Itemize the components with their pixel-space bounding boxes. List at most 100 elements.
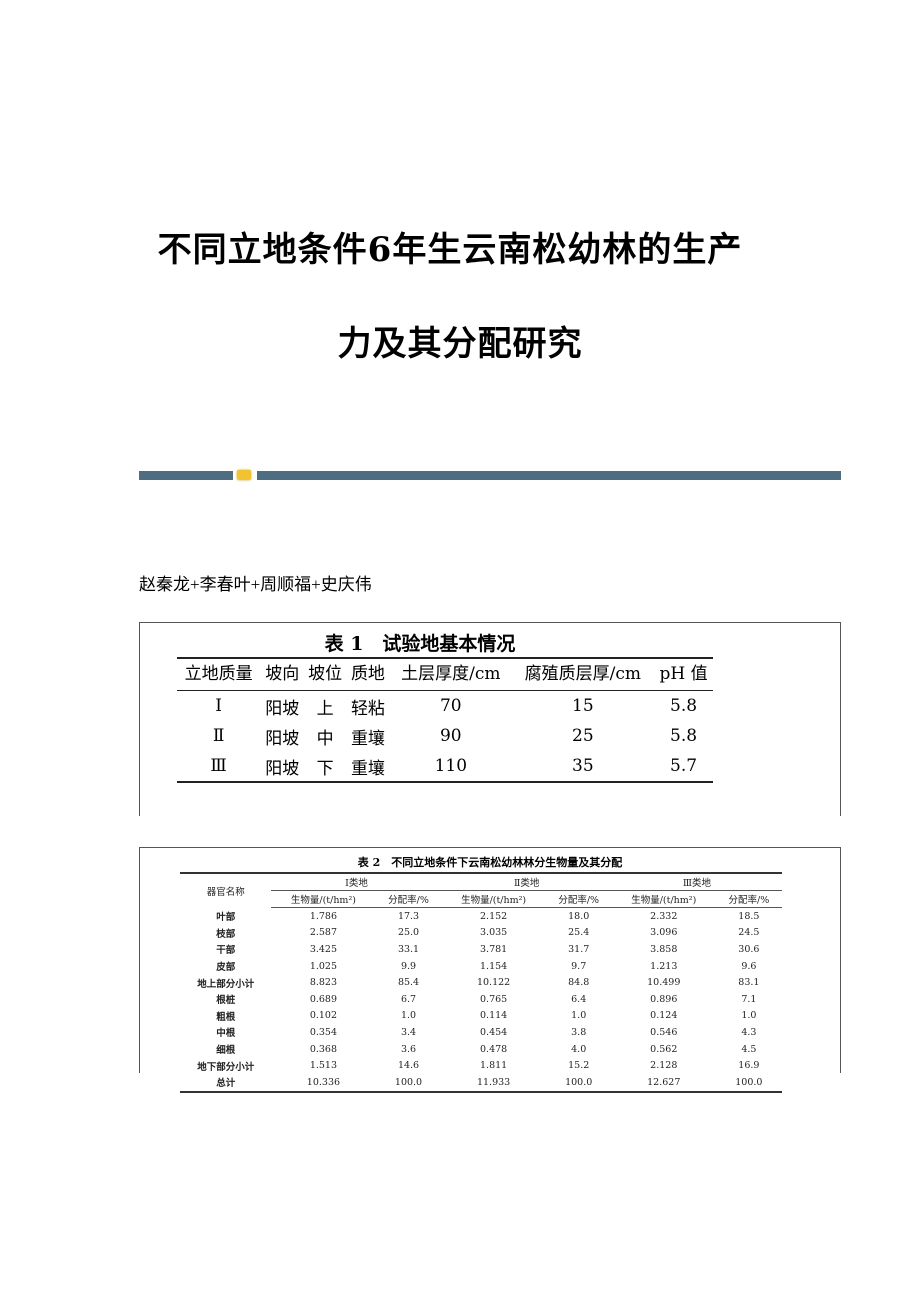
table2-row: 根桩 0.689 6.7 0.765 6.4 0.896 7.1 [180, 991, 782, 1008]
table2-organ-name: 中根 [216, 1028, 236, 1040]
table2-cell: 9.7 [571, 960, 587, 972]
table2-sub-header: 生物量/(t/hm²) [611, 890, 716, 908]
table2-cell: 25.0 [397, 927, 420, 939]
table2-cell: 33.1 [397, 943, 420, 955]
document-title-line-2: 力及其分配研究 [337, 324, 583, 364]
table2-cell: 1.025 [309, 960, 338, 972]
table2-cell: 2.152 [480, 910, 508, 922]
table2-row: 总计 10.336 100.0 11.933 100.0 12.627 100.0 [180, 1073, 782, 1093]
table2-cell: 0.114 [480, 1010, 508, 1022]
table1-image: 表 1 试验地基本情况 立地质量 坡向 坡位 质地 土层厚度/cm 腐殖质层厚/cm pH … [139, 622, 841, 816]
table2-cell: 0.454 [480, 1026, 508, 1038]
table2-row: 枝部 2.587 25.0 3.035 25.4 3.096 24.5 [180, 925, 782, 942]
table2-cell: 12.627 [611, 1073, 716, 1093]
table2-cell: 3.858 [650, 943, 678, 955]
table2-group-header: Ⅰ类地 [271, 872, 442, 891]
table2-cell: 85.4 [397, 977, 420, 989]
table2-cell: 1.513 [309, 1060, 338, 1072]
table1-cell: 阳坡 [265, 728, 300, 749]
table2-caption: 表 2 不同立地条件下云南松幼林林分生物量及其分配 [357, 856, 623, 869]
table2-cell: 1.0 [571, 1010, 587, 1022]
table2-group-header: Ⅱ类地 [441, 872, 612, 891]
table1-cell: 70 [439, 696, 462, 716]
table2-cell: 1.811 [480, 1060, 508, 1072]
table2-cell: 8.823 [309, 977, 338, 989]
table2-cell: 10.499 [647, 977, 681, 989]
table1-cell: 阳坡 [260, 751, 305, 783]
table2-cell: 10.122 [476, 977, 511, 989]
table2-row-header: 器官名称 [180, 872, 272, 908]
table2-organ-name: 总计 [180, 1073, 272, 1093]
table2-cell: 18.0 [568, 910, 590, 922]
table2-cell: 1.0 [741, 1010, 757, 1022]
table2-cell: 4.5 [741, 1043, 757, 1055]
table1-row: Ⅱ 阳坡中重壤 90 25 5.8 [177, 721, 713, 751]
table2-cell: 6.4 [571, 993, 587, 1005]
table2-row: 细根 0.368 3.6 0.478 4.0 0.562 4.5 [180, 1041, 782, 1058]
table2-cell: 3.096 [650, 927, 678, 939]
table1-cell: Ⅲ [177, 751, 261, 783]
table2: 器官名称 Ⅰ类地 Ⅱ类地 Ⅲ类地 生物量/(t/hm²) 分配率/% 生物量/(… [180, 872, 782, 1093]
table2-row: 叶部 1.786 17.3 2.152 18.0 2.332 18.5 [180, 908, 782, 925]
table2-row: 干部 3.425 33.1 3.781 31.7 3.858 30.6 [180, 941, 782, 958]
table2-cell: 0.765 [480, 993, 508, 1005]
table2-cell: 100.0 [545, 1073, 612, 1093]
table2-cell: 3.6 [400, 1043, 417, 1055]
table2-cell: 4.0 [571, 1043, 587, 1055]
table2-cell: 0.689 [309, 993, 338, 1005]
table2-cell: 9.6 [741, 960, 757, 972]
table2-cell: 1.0 [400, 1010, 417, 1022]
table1-header-cell: pH 值 [654, 657, 713, 691]
table2-cell: 3.8 [571, 1026, 587, 1038]
document-title-line-1: 不同立地条件6年生云南松幼林的生产 [157, 230, 743, 270]
table2-organ-name: 地上部分小计 [197, 978, 255, 990]
table2-cell: 0.354 [309, 1026, 338, 1038]
table2-organ-name: 叶部 [216, 912, 236, 924]
table2-cell: 14.6 [397, 1060, 420, 1072]
table2-cell: 15.2 [568, 1060, 590, 1072]
table2-sub-header: 分配率/% [375, 890, 442, 908]
table2-cell: 31.7 [568, 943, 590, 955]
table1-header-cell: 立地质量 [177, 657, 261, 691]
table2-row: 粗根 0.102 1.0 0.114 1.0 0.124 1.0 [180, 1008, 782, 1025]
table2-organ-name: 根桩 [216, 995, 236, 1007]
divider-badge-icon [237, 470, 251, 480]
table2-cell: 0.124 [650, 1010, 678, 1022]
table2-organ-name: 皮部 [216, 962, 236, 974]
table2-row: 皮部 1.025 9.9 1.154 9.7 1.213 9.6 [180, 958, 782, 975]
table2-cell: 9.9 [400, 960, 417, 972]
table2-sub-header: 生物量/(t/hm²) [441, 890, 546, 908]
table1-header-cell: 坡向 [260, 657, 305, 691]
table2-row: 中根 0.354 3.4 0.454 3.8 0.546 4.3 [180, 1024, 782, 1041]
table1-cell: 35 [511, 751, 655, 783]
table2-sub-header: 分配率/% [715, 890, 782, 908]
table1-cell: 5.8 [670, 696, 698, 716]
table1-cell: 25 [572, 726, 594, 746]
table2-cell: 2.587 [309, 927, 338, 939]
table2-cell: 0.562 [650, 1043, 678, 1055]
table2-cell: 2.332 [650, 910, 678, 922]
table2-cell: 24.5 [738, 927, 760, 939]
table2-cell: 18.5 [738, 910, 760, 922]
table1-cell: 重壤 [350, 728, 385, 749]
table2-cell: 3.781 [480, 943, 508, 955]
table2-cell: 3.035 [480, 927, 508, 939]
table1-cell: 重壤 [345, 751, 390, 783]
table1-header-cell: 坡位 [304, 657, 346, 691]
table2-cell: 0.102 [309, 1010, 338, 1022]
table2-cell: 4.3 [741, 1026, 757, 1038]
table2-cell: 1.213 [650, 960, 678, 972]
table2-cell: 10.336 [271, 1073, 376, 1093]
table2-image: 表 2 不同立地条件下云南松幼林林分生物量及其分配 器官名称 Ⅰ类地 Ⅱ类地 Ⅲ… [139, 847, 841, 1093]
table2-cell: 1.154 [480, 960, 508, 972]
table2-cell: 0.546 [650, 1026, 678, 1038]
table1-header-cell: 质地 [345, 657, 390, 691]
table2-cell: 0.896 [650, 993, 678, 1005]
table2-cell: 83.1 [738, 977, 760, 989]
table2-sub-header: 分配率/% [545, 890, 612, 908]
table2-cell: 17.3 [397, 910, 420, 922]
table2-organ-name: 细根 [216, 1045, 236, 1057]
authors: 赵秦龙+李春叶+周顺福+史庆伟 [139, 575, 372, 594]
table1-header-cell: 腐殖质层厚/cm [511, 657, 655, 691]
table2-row: 地下部分小计 1.513 14.6 1.811 15.2 2.128 16.9 [180, 1057, 782, 1074]
